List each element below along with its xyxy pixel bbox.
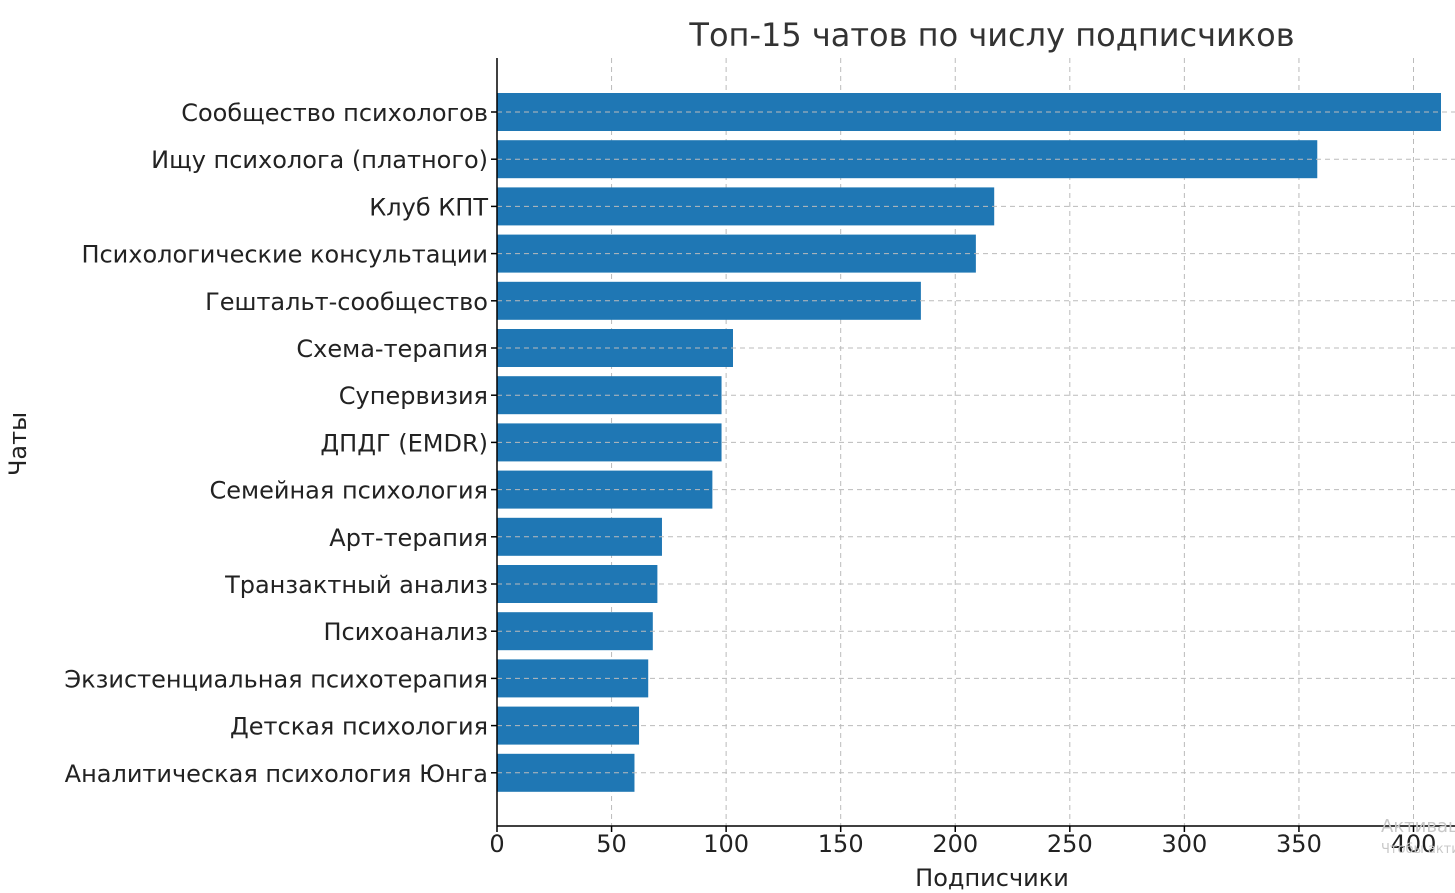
category-label-12: Экзистенциальная психотерапия xyxy=(64,665,488,693)
x-tick-label-2: 100 xyxy=(703,830,749,858)
category-label-13: Детская психология xyxy=(230,713,488,741)
category-label-7: ДПДГ (EMDR) xyxy=(320,429,488,457)
bar-10 xyxy=(497,565,658,603)
bar-11 xyxy=(497,612,653,651)
bars xyxy=(497,93,1455,792)
category-label-10: Транзактный анализ xyxy=(224,571,488,599)
category-label-2: Клуб КПТ xyxy=(369,193,488,221)
x-tick-label-8: 400 xyxy=(1391,830,1437,858)
x-axis-label: Подписчики xyxy=(915,864,1069,892)
y-axis-label: Чаты xyxy=(4,412,32,476)
category-label-14: Аналитическая психология Юнга xyxy=(65,760,488,788)
category-label-9: Арт-терапия xyxy=(329,524,488,552)
category-label-4: Гештальт-сообщество xyxy=(205,288,488,316)
x-tick-label-3: 150 xyxy=(818,830,864,858)
category-label-1: Ищу психолога (платного) xyxy=(151,146,488,174)
grid-lines xyxy=(611,58,1415,826)
bar-8 xyxy=(497,470,713,509)
category-label-3: Психологические консультации xyxy=(81,241,488,269)
x-tick-label-4: 200 xyxy=(932,830,978,858)
x-tick-label-1: 50 xyxy=(596,830,627,858)
category-label-5: Схема-терапия xyxy=(296,335,488,363)
x-tick-label-7: 350 xyxy=(1276,830,1322,858)
category-labels: Сообщество психологов Ищу психолога (плат… xyxy=(64,99,497,788)
watermark-line-2: Чтобы акти xyxy=(1381,842,1455,857)
x-tick-label-0: 0 xyxy=(489,830,504,858)
x-tick-label-5: 250 xyxy=(1047,830,1093,858)
category-label-11: Психоанализ xyxy=(323,618,488,646)
watermark-line-1: Активац xyxy=(1381,816,1455,837)
x-tick-label-6: 300 xyxy=(1161,830,1207,858)
x-ticks: 0 50 100 150 200 250 300 350 400 xyxy=(489,826,1436,858)
chart-title: Топ-15 чатов по числу подписчиков xyxy=(688,16,1294,54)
category-label-6: Супервизия xyxy=(339,382,488,410)
category-label-0: Сообщество психологов xyxy=(181,99,488,127)
category-label-8: Семейная психология xyxy=(210,477,489,505)
